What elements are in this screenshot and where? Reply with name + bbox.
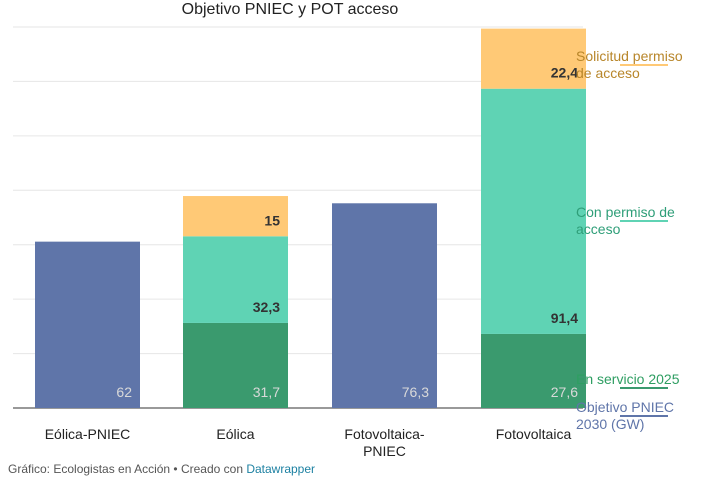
bar-segment xyxy=(183,236,288,323)
value-label: 62 xyxy=(116,384,132,400)
category-label: Fotovoltaica-PNIEC xyxy=(344,426,424,459)
datawrapper-link[interactable]: Datawrapper xyxy=(246,462,316,476)
bar-segment xyxy=(481,88,586,334)
legend-label: En servicio 2025 xyxy=(576,371,680,387)
bar-segment xyxy=(332,203,437,408)
chart-footer: Gráfico: Ecologistas en Acción • Creado … xyxy=(8,462,315,476)
value-label: 27,6 xyxy=(551,384,578,400)
value-label: 91,4 xyxy=(551,310,578,326)
legend-label: 2030 (GW) xyxy=(576,416,644,432)
legend-label: acceso xyxy=(576,221,621,237)
legend-label: Con permiso de xyxy=(576,204,675,220)
chart-title: Objetivo PNIEC y POT acceso xyxy=(182,1,399,18)
stacked-bar-chart: Objetivo PNIEC y POT acceso 62 31,7 32,3 15… xyxy=(13,1,683,459)
legend-label: Objetivo PNIEC xyxy=(576,399,674,415)
legend-label: de acceso xyxy=(576,65,640,81)
value-label: 22,4 xyxy=(551,65,578,81)
bar-segment xyxy=(183,196,288,237)
value-label: 32,3 xyxy=(253,299,280,315)
value-label: 31,7 xyxy=(253,384,280,400)
bar-segment xyxy=(35,241,140,408)
legend-label: Solicitud permiso xyxy=(576,48,683,64)
category-label: Eólica-PNIEC xyxy=(45,426,131,442)
footer-credit: Gráfico: Ecologistas en Acción • Creado … xyxy=(8,462,247,476)
value-label: 76,3 xyxy=(402,384,429,400)
bar-segment xyxy=(183,322,288,408)
value-label: 15 xyxy=(264,212,280,228)
category-label: Fotovoltaica xyxy=(496,426,572,442)
legend-entry: En servicio 2025 xyxy=(576,371,680,389)
bar-segment xyxy=(481,28,586,89)
category-label: Eólica xyxy=(216,426,254,442)
bar-segment xyxy=(481,333,586,408)
